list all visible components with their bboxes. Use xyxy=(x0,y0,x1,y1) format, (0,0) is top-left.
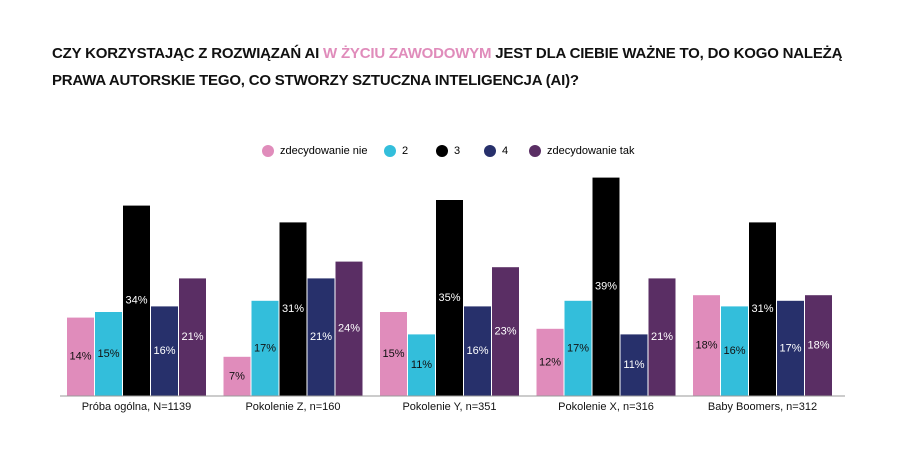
bar xyxy=(492,267,519,396)
bar xyxy=(307,278,335,396)
value-label: 17% xyxy=(254,342,276,354)
value-label: 12% xyxy=(539,356,561,368)
value-label: 16% xyxy=(466,345,488,357)
value-label: 7% xyxy=(229,370,245,382)
legend-label: 4 xyxy=(502,145,508,157)
value-label: 24% xyxy=(338,323,360,335)
value-label: 17% xyxy=(567,342,589,354)
bar xyxy=(749,222,776,396)
bar xyxy=(620,334,648,396)
bar xyxy=(408,334,435,396)
legend-label: 2 xyxy=(402,145,408,157)
value-label: 23% xyxy=(494,326,516,338)
value-label: 21% xyxy=(310,331,332,343)
legend-swatch xyxy=(262,145,274,157)
bar xyxy=(592,177,620,396)
bar xyxy=(223,356,251,396)
value-label: 18% xyxy=(807,340,829,352)
value-label: 11% xyxy=(411,359,432,371)
legend-swatch xyxy=(484,145,496,157)
x-tick-label: Próba ogólna, N=1139 xyxy=(82,401,192,413)
x-tick-label: Baby Boomers, n=312 xyxy=(708,401,817,413)
bar xyxy=(179,278,206,396)
bar xyxy=(436,200,463,396)
value-label: 21% xyxy=(651,331,673,343)
value-label: 31% xyxy=(282,303,304,315)
value-label: 17% xyxy=(779,342,801,354)
value-label: 11% xyxy=(623,359,644,371)
bar xyxy=(464,306,491,396)
legend-swatch xyxy=(436,145,448,157)
value-label: 34% xyxy=(125,295,147,307)
value-label: 15% xyxy=(382,348,404,360)
title-line: CZY KORZYSTAJĄC Z ROZWIĄZAŃ AI W ŻYCIU Z… xyxy=(52,40,842,67)
bar xyxy=(777,300,804,396)
value-label: 16% xyxy=(153,345,175,357)
bar xyxy=(95,312,122,396)
title-part: CZY KORZYSTAJĄC Z ROZWIĄZAŃ AI xyxy=(52,45,320,62)
value-label: 21% xyxy=(181,331,203,343)
value-label: 16% xyxy=(723,345,745,357)
bar xyxy=(380,312,407,396)
bar xyxy=(721,306,748,396)
x-tick-label: Pokolenie Y, n=351 xyxy=(402,401,496,413)
title-highlight: W ŻYCIU ZAWODOWYM xyxy=(323,45,492,62)
bar xyxy=(805,295,832,396)
bar xyxy=(564,300,592,396)
title-line: PRAWA AUTORSKIE TEGO, CO STWORZY SZTUCZN… xyxy=(52,72,579,89)
bar xyxy=(251,300,279,396)
bar xyxy=(648,278,676,396)
bar xyxy=(335,261,363,396)
legend-label: zdecydowanie tak xyxy=(547,145,635,157)
value-label: 35% xyxy=(438,292,460,304)
legend-swatch xyxy=(384,145,396,157)
bar xyxy=(151,306,178,396)
value-label: 31% xyxy=(751,303,773,315)
legend-swatch xyxy=(529,145,541,157)
bar xyxy=(536,328,564,396)
legend-label: 3 xyxy=(454,145,460,157)
value-label: 18% xyxy=(695,340,717,352)
chart-title: CZY KORZYSTAJĄC Z ROZWIĄZAŃ AI W ŻYCIU Z… xyxy=(52,40,842,94)
value-label: 39% xyxy=(595,281,617,293)
legend-label: zdecydowanie nie xyxy=(280,145,367,157)
bar xyxy=(693,295,720,396)
x-tick-label: Pokolenie X, n=316 xyxy=(558,401,654,413)
bar xyxy=(67,317,94,396)
value-label: 15% xyxy=(97,348,119,360)
bar xyxy=(279,222,307,396)
value-label: 14% xyxy=(69,351,91,363)
x-tick-label: Pokolenie Z, n=160 xyxy=(245,401,340,413)
title-part: JEST DLA CIEBIE WAŻNE TO, DO KOGO NALEŻĄ xyxy=(495,45,843,62)
bar xyxy=(123,205,150,396)
